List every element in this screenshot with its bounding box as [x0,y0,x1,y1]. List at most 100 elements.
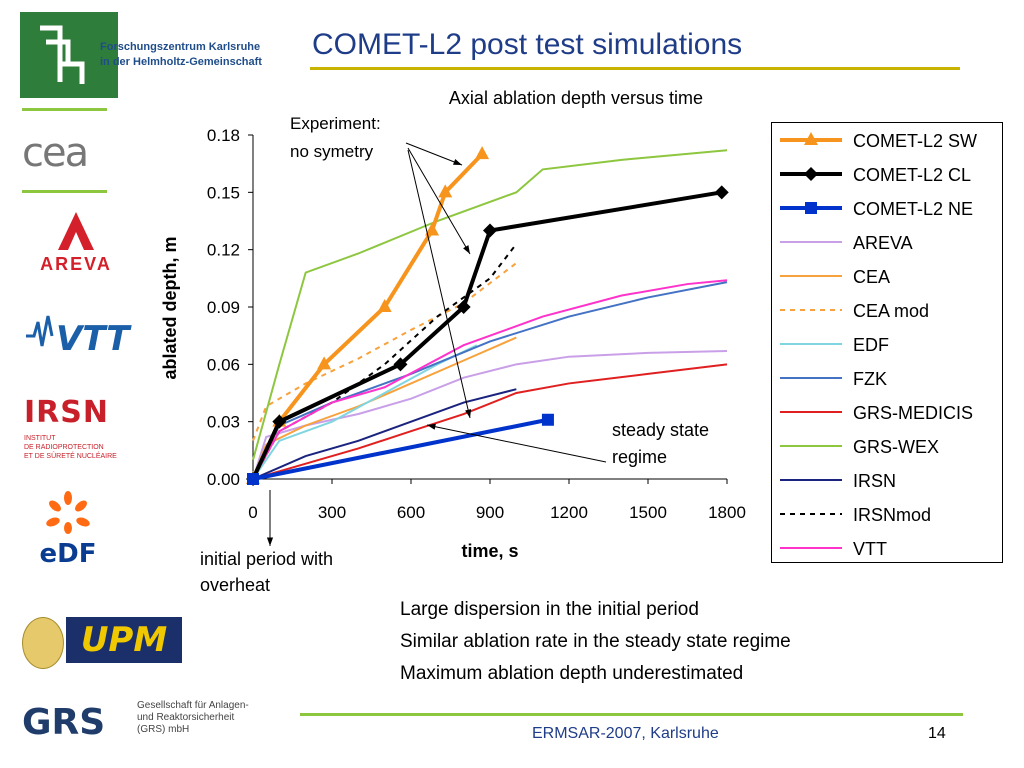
legend-item-grs-wex: GRS-WEX [778,431,998,461]
legend-label: COMET-L2 SW [853,131,978,151]
x-tick-label: 300 [318,503,346,522]
legend-swatch-marker [804,167,818,181]
series-line-areva [252,349,728,480]
legend-label: FZK [853,369,887,389]
legend-label: GRS-WEX [853,437,940,457]
initial-annotation-1: initial period with [200,549,333,569]
logo-divider [22,108,107,111]
legend-item-comet-l2-cl: COMET-L2 CL [778,159,998,189]
point-comet-l2-ne [247,473,259,485]
legend-item-fzk: FZK [778,363,998,393]
areva-logo: AREVA [24,210,128,275]
legend-item-cea-mod: CEA mod [778,295,998,325]
legend-swatch [780,309,842,311]
point-comet-l2-cl [714,185,729,200]
y-axis-label: ablated depth, m [160,236,180,379]
irsn-logo: IRSN INSTITUT DE RADIOPROTECTION ET DE S… [24,395,129,461]
y-tick-label: 0.09 [207,298,240,317]
institution-line-2: in der Helmholtz-Gemeinschaft [100,56,262,68]
point-comet-l2-sw [438,184,453,198]
upm-logo: UPM [66,617,182,663]
point-comet-l2-ne [541,413,554,426]
legend-label: EDF [853,335,889,355]
edf-logo-text: eDF [40,539,97,565]
legend-item-areva: AREVA [778,227,998,257]
legend-label: IRSNmod [853,505,932,525]
point-comet-l2-sw [425,222,440,236]
legend-label: IRSN [853,471,897,491]
initial-arrow-head [266,537,274,546]
legend-swatch [780,411,842,413]
legend-item-comet-l2-sw: COMET-L2 SW [778,125,998,155]
legend-item-grs-medicis: GRS-MEDICIS [778,397,998,427]
conclusion-item: Large dispersion in the initial period [400,599,699,620]
legend-swatch [780,445,842,447]
legend-swatch-marker [805,202,817,214]
series-line-fzk [252,281,728,480]
logo-divider [22,190,107,193]
grs-logo-text: GRS [22,702,105,740]
steady-arrow [426,424,607,463]
series-line-irsn [252,388,517,480]
legend-label: VTT [853,539,887,559]
title-underline [310,67,960,70]
irsn-sub-2: DE RADIOPROTECTION [24,444,104,451]
steady-annotation-1: steady state [612,420,709,440]
footer-divider [300,713,963,716]
legend-swatch [780,275,842,277]
x-tick-label: 1800 [708,503,746,522]
steady-arrow-head [427,423,436,430]
irsn-sub-3: ET DE SÛRETÉ NUCLÉAIRE [24,453,117,460]
x-axis-label: time, s [461,541,518,561]
x-tick-label: 900 [476,503,504,522]
point-comet-l2-cl [483,223,497,238]
point-comet-l2-cl [456,300,471,314]
experiment-arrow-cl-head [463,245,470,254]
legend-label: AREVA [853,233,913,253]
legend-item-cea: CEA [778,261,998,291]
y-tick-label: 0.00 [207,470,240,489]
vtt-logo-text: VTT [56,319,132,357]
steady-annotation-2: regime [612,447,667,467]
irsn-sub-1: INSTITUT [24,435,56,442]
legend-swatch [780,202,842,214]
y-tick-label: 0.03 [207,413,240,432]
y-tick-label: 0.06 [207,355,240,374]
footer-event: ERMSAR-2007, Karlsruhe [532,725,719,742]
page-number: 14 [928,725,946,742]
grs-line-1: Gesellschaft für Anlagen- [137,700,249,711]
grs-line-2: und Reaktorsicherheit [137,712,235,723]
conclusion-list: Large dispersion in the initial period S… [400,594,791,690]
chart-legend: COMET-L2 SW COMET-L2 CL COMET-L2 NE AREVA CE… [771,122,1003,563]
initial-annotation-2: overheat [200,575,270,595]
experiment-arrow-ne [407,149,471,419]
vtt-logo: VTT [22,312,147,359]
x-tick-label: 1500 [629,503,667,522]
point-comet-l2-sw [377,299,392,312]
experiment-arrow-sw [405,142,463,166]
grs-line-3: (GRS) mbH [137,724,190,735]
legend-swatch [780,377,842,379]
point-comet-l2-sw [317,356,332,370]
legend-swatch [780,241,842,243]
experiment-arrow-sw-head [453,159,462,165]
experiment-arrow-cl [407,147,471,255]
legend-swatch [780,343,842,345]
irsn-logo-text: IRSN [24,395,109,430]
experiment-annotation-1: Experiment: [290,114,381,133]
page-title: COMET-L2 post test simulations [312,28,743,61]
edf-logo: eDF [28,490,108,569]
legend-label: CEA mod [853,301,930,321]
legend-label: COMET-L2 CL [853,165,972,185]
grs-name: Gesellschaft für Anlagen- und Reaktorsic… [137,700,317,736]
legend-label: GRS-MEDICIS [853,403,974,423]
upm-seal-icon [22,617,64,669]
x-tick-label: 0 [248,503,257,522]
legend-label: CEA [853,267,891,287]
point-comet-l2-sw [475,146,490,160]
legend-swatch-marker [804,132,818,145]
experiment-arrow-ne-head [465,409,472,418]
grs-logo: GRS [22,700,114,743]
y-tick-label: 0.15 [207,183,240,202]
series-line-grs-wex [252,149,728,461]
